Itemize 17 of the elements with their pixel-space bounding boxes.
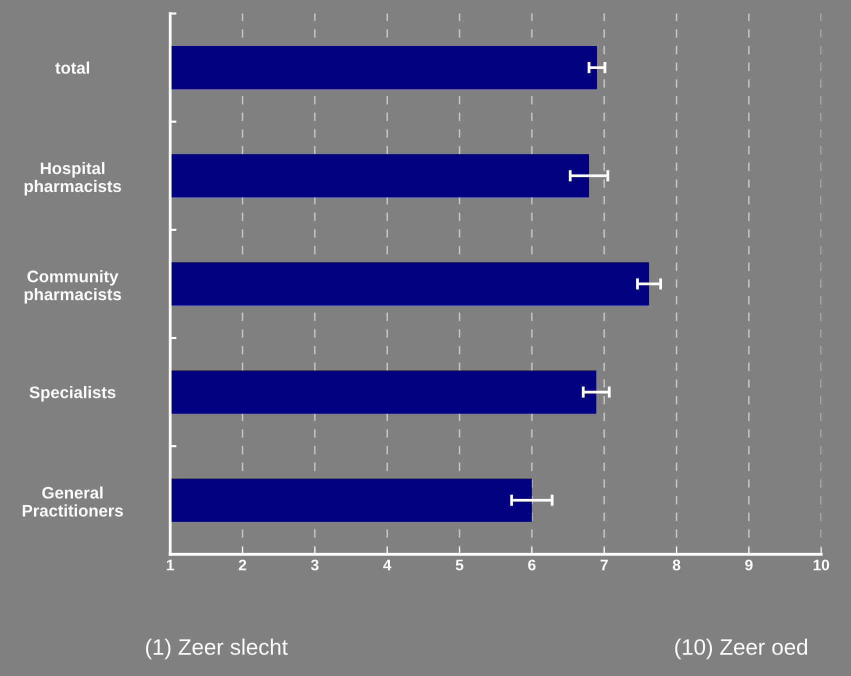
text: (10) Zeer oed <box>675 638 808 660</box>
y-tick-label: total <box>55 62 90 74</box>
x-tick-label: 4 <box>383 560 392 570</box>
y-tick-label: Specialists <box>30 386 116 402</box>
y-tick-label: General Practitioners <box>22 486 123 517</box>
x-tick-label: 1 <box>166 560 174 570</box>
x-tick-label: 5 <box>456 560 464 570</box>
text: (1) Zeer slecht <box>146 638 288 660</box>
x-tick-label: 2 <box>238 560 246 570</box>
x-tick-label: 7 <box>600 560 608 570</box>
x-tick-label: 8 <box>672 560 680 570</box>
y-tick-label: Hospital pharmacists <box>24 162 122 196</box>
x-tick-label: 6 <box>528 560 536 570</box>
x-tick-label: 10 <box>814 560 830 570</box>
y-tick-label: Community pharmacists <box>24 270 122 304</box>
x-tick-label: 9 <box>745 560 753 570</box>
x-tick-label: 3 <box>310 560 319 570</box>
